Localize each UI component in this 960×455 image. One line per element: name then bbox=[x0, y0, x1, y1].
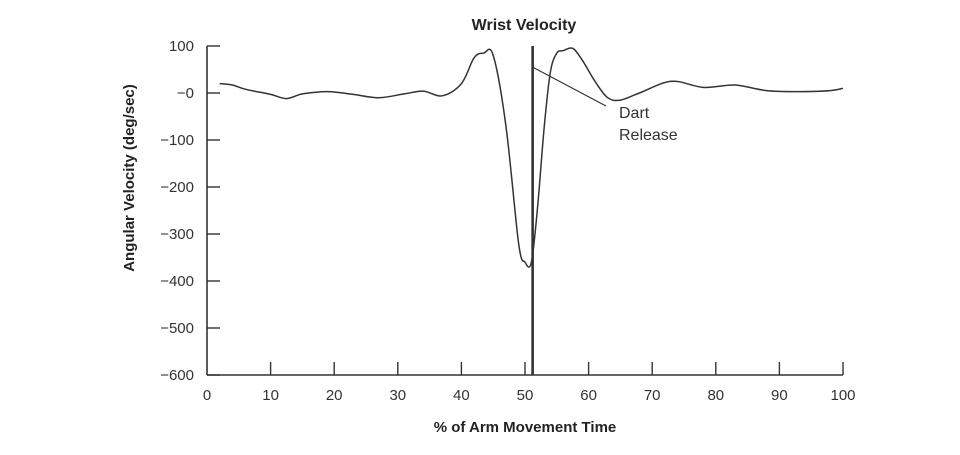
dart-release-label-line-1: Dart bbox=[619, 105, 650, 122]
y-tick-label: −300 bbox=[160, 226, 194, 243]
x-tick-label: 0 bbox=[203, 387, 211, 404]
x-tick-label: 80 bbox=[707, 387, 724, 404]
y-tick-label: −100 bbox=[160, 132, 194, 149]
y-tick-label: 100 bbox=[169, 38, 194, 55]
x-tick-label: 40 bbox=[453, 387, 470, 404]
x-tick-label: 60 bbox=[580, 387, 597, 404]
y-axis-label: Angular Velocity (deg/sec) bbox=[121, 84, 138, 272]
x-tick-label: 50 bbox=[517, 387, 534, 404]
dart-release-leader-line bbox=[532, 66, 607, 107]
x-tick-label: 100 bbox=[830, 387, 855, 404]
y-tick-label: −200 bbox=[160, 179, 194, 196]
x-tick-label: 30 bbox=[389, 387, 406, 404]
x-tick-label: 10 bbox=[262, 387, 279, 404]
y-tick-label: −0 bbox=[177, 85, 194, 102]
x-tick-label: 20 bbox=[326, 387, 343, 404]
x-axis-label: % of Arm Movement Time bbox=[434, 419, 617, 436]
x-tick-label: 70 bbox=[644, 387, 661, 404]
y-ticks: 100 −0 −100 −200 −300 −400 −500 −600 bbox=[160, 38, 220, 384]
y-tick-label: −600 bbox=[160, 367, 194, 384]
y-tick-label: −400 bbox=[160, 273, 194, 290]
wrist-velocity-line bbox=[219, 47, 844, 268]
x-tick-label: 90 bbox=[771, 387, 788, 404]
axes bbox=[206, 46, 843, 376]
dart-release-label-line-2: Release bbox=[619, 127, 678, 144]
chart-title: Wrist Velocity bbox=[472, 17, 577, 34]
y-tick-label: −500 bbox=[160, 320, 194, 337]
x-ticks: 0 10 20 30 40 50 60 70 80 90 100 bbox=[203, 362, 856, 404]
